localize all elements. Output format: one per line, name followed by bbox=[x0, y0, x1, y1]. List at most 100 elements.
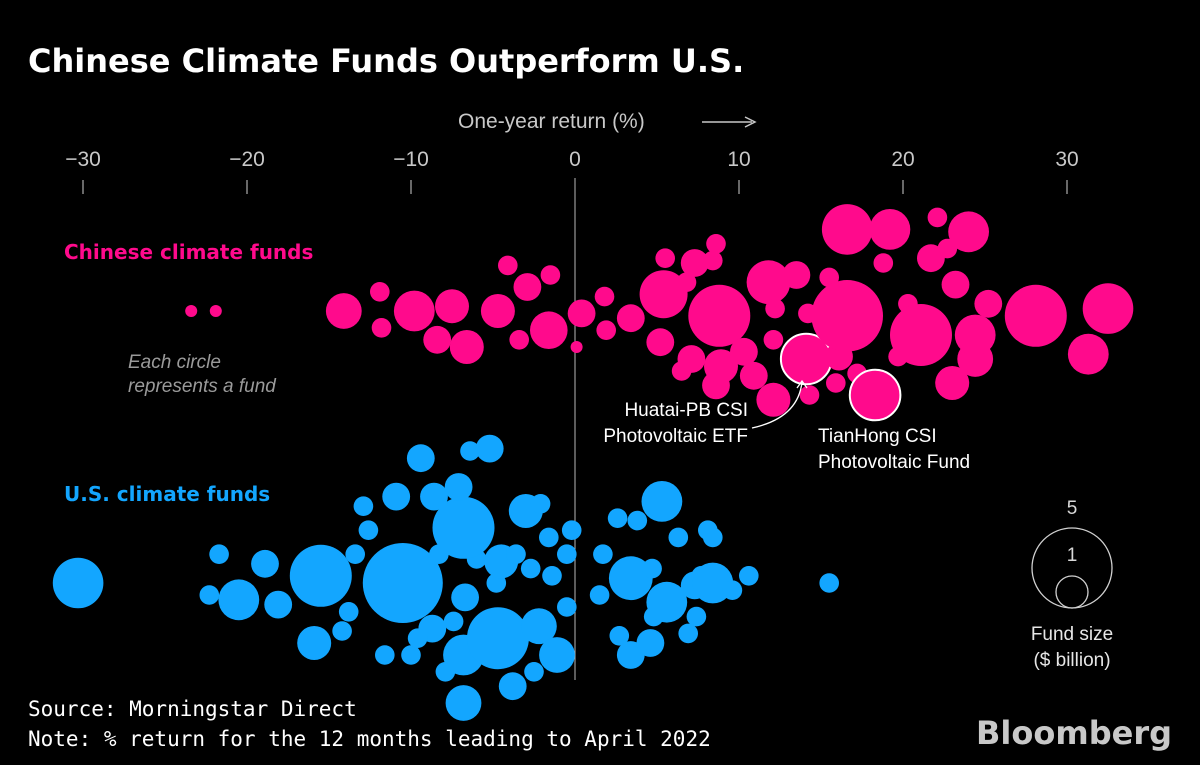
chinese-fund-bubble bbox=[1082, 283, 1134, 334]
bubbles bbox=[52, 204, 1134, 721]
chinese-fund-bubble bbox=[1067, 333, 1109, 375]
us-fund-bubble bbox=[362, 543, 443, 623]
us-fund-bubble bbox=[641, 481, 683, 522]
us-fund-bubble bbox=[407, 628, 428, 648]
us-fund-bubble bbox=[686, 606, 707, 627]
us-fund-bubble bbox=[557, 597, 577, 617]
us-fund-bubble bbox=[332, 621, 352, 641]
us-fund-bubble bbox=[209, 544, 229, 564]
axis-arrow-icon bbox=[702, 116, 757, 128]
chinese-fund-bubble bbox=[676, 272, 697, 293]
annotation-huatai-arrowhead bbox=[796, 379, 808, 389]
annotation-each-circle-line-1: Each circle bbox=[128, 352, 221, 373]
us-fund-bubble bbox=[636, 629, 665, 657]
us-fund-bubble bbox=[475, 434, 504, 463]
us-fund-bubble bbox=[530, 494, 551, 514]
annotation-tianhong-line-1: TianHong CSI bbox=[818, 426, 937, 447]
x-tick-label: 20 bbox=[891, 148, 914, 171]
us-fund-bubble bbox=[466, 607, 529, 670]
chinese-fund-bubble bbox=[935, 366, 970, 400]
chinese-fund-bubble bbox=[739, 361, 768, 390]
us-fund-bubble bbox=[819, 573, 839, 593]
chinese-fund-bubble bbox=[799, 385, 820, 405]
us-fund-bubble bbox=[445, 685, 482, 721]
series-label-chinese: Chinese climate funds bbox=[64, 240, 313, 264]
x-tick-label: −20 bbox=[229, 148, 265, 171]
chinese-fund-bubble bbox=[480, 294, 515, 328]
chinese-fund-bubble bbox=[509, 330, 529, 350]
chinese-fund-bubble bbox=[826, 373, 846, 393]
us-fund-bubble bbox=[345, 544, 366, 564]
chinese-fund-bubble bbox=[594, 286, 615, 307]
x-tick-label: −30 bbox=[65, 148, 101, 171]
us-fund-bubble bbox=[557, 544, 577, 564]
us-fund-bubble bbox=[506, 544, 526, 564]
annotation-each-circle-line-2: represents a fund bbox=[128, 376, 277, 397]
us-fund-bubble bbox=[589, 585, 610, 605]
us-fund-bubble bbox=[338, 602, 359, 622]
chinese-fund-bubble bbox=[704, 349, 738, 384]
us-fund-bubble bbox=[627, 510, 648, 531]
chinese-fund-bubble bbox=[811, 280, 883, 352]
chinese-fund-bubble bbox=[530, 311, 568, 350]
us-fund-bubble bbox=[432, 496, 495, 559]
us-fund-bubble bbox=[542, 566, 562, 586]
x-axis-label: One-year return (%) bbox=[458, 110, 645, 133]
us-fund-bubble bbox=[353, 496, 374, 516]
chinese-fund-bubble bbox=[873, 253, 894, 273]
us-fund-bubble bbox=[703, 527, 723, 548]
chinese-fund-bubble bbox=[209, 305, 222, 317]
us-fund-bubble bbox=[218, 579, 260, 621]
us-fund-bubble bbox=[539, 637, 575, 673]
chinese-fund-bubble bbox=[567, 299, 596, 328]
us-fund-bubble bbox=[524, 662, 544, 682]
size-legend-circle-small bbox=[1055, 575, 1089, 609]
us-fund-bubble bbox=[642, 558, 662, 579]
chinese-fund-bubble bbox=[941, 270, 970, 299]
us-fund-bubble bbox=[382, 482, 411, 511]
annotation-tianhong-line-2: Photovoltaic Fund bbox=[818, 452, 970, 473]
x-tick-label: 30 bbox=[1055, 148, 1078, 171]
chinese-fund-bubble bbox=[782, 261, 811, 289]
us-fund-bubble bbox=[406, 444, 435, 473]
x-tick-label: 10 bbox=[727, 148, 750, 171]
source-note: Source: Morningstar Direct bbox=[28, 697, 357, 721]
chinese-fund-bubble bbox=[948, 211, 989, 253]
chinese-fund-bubble bbox=[423, 325, 452, 354]
x-tick-label: −10 bbox=[393, 148, 429, 171]
chinese-fund-bubble bbox=[1004, 284, 1067, 347]
size-legend-title-line-2: ($ billion) bbox=[1033, 650, 1110, 671]
us-fund-bubble bbox=[561, 520, 582, 540]
size-legend: 5 1 Fund size ($ billion) bbox=[1031, 498, 1113, 671]
us-fund-bubble bbox=[692, 562, 734, 604]
chinese-fund-bubble bbox=[819, 267, 839, 288]
chinese-fund-bubble bbox=[596, 320, 616, 341]
chinese-fund-bubble bbox=[677, 345, 706, 373]
us-fund-bubble bbox=[420, 482, 448, 511]
us-fund-bubble bbox=[678, 623, 698, 644]
annotation-tianhong: TianHong CSI Photovoltaic Fund bbox=[818, 426, 970, 473]
us-fund-bubble bbox=[451, 583, 479, 612]
chinese-fund-bubble bbox=[616, 304, 645, 333]
chinese-fund-bubble bbox=[325, 293, 362, 329]
us-fund-bubble bbox=[199, 585, 220, 605]
us-fund-bubble bbox=[460, 441, 480, 461]
us-fund-bubble bbox=[498, 672, 527, 701]
chinese-fund-bubble bbox=[498, 255, 518, 276]
us-fund-bubble bbox=[607, 508, 628, 528]
annotation-huatai: Huatai-PB CSI Photovoltaic ETF bbox=[603, 379, 808, 447]
x-axis-ticks: −30 −20 −10 0 10 20 30 bbox=[65, 148, 1079, 194]
size-legend-value-small: 1 bbox=[1067, 545, 1078, 566]
chinese-fund-bubble bbox=[435, 289, 469, 324]
us-fund-bubble bbox=[739, 566, 759, 586]
us-fund-bubble bbox=[401, 645, 421, 665]
size-legend-circle-large bbox=[1031, 527, 1113, 609]
chinese-fund-bubble bbox=[869, 209, 911, 250]
chinese-fund-bubble bbox=[570, 341, 583, 353]
chinese-fund-bubble bbox=[513, 273, 542, 301]
us-fund-bubble bbox=[251, 549, 279, 578]
us-fund-bubble bbox=[443, 611, 464, 632]
size-legend-value-large: 5 bbox=[1067, 498, 1078, 519]
chinese-fund-bubble bbox=[765, 298, 785, 319]
